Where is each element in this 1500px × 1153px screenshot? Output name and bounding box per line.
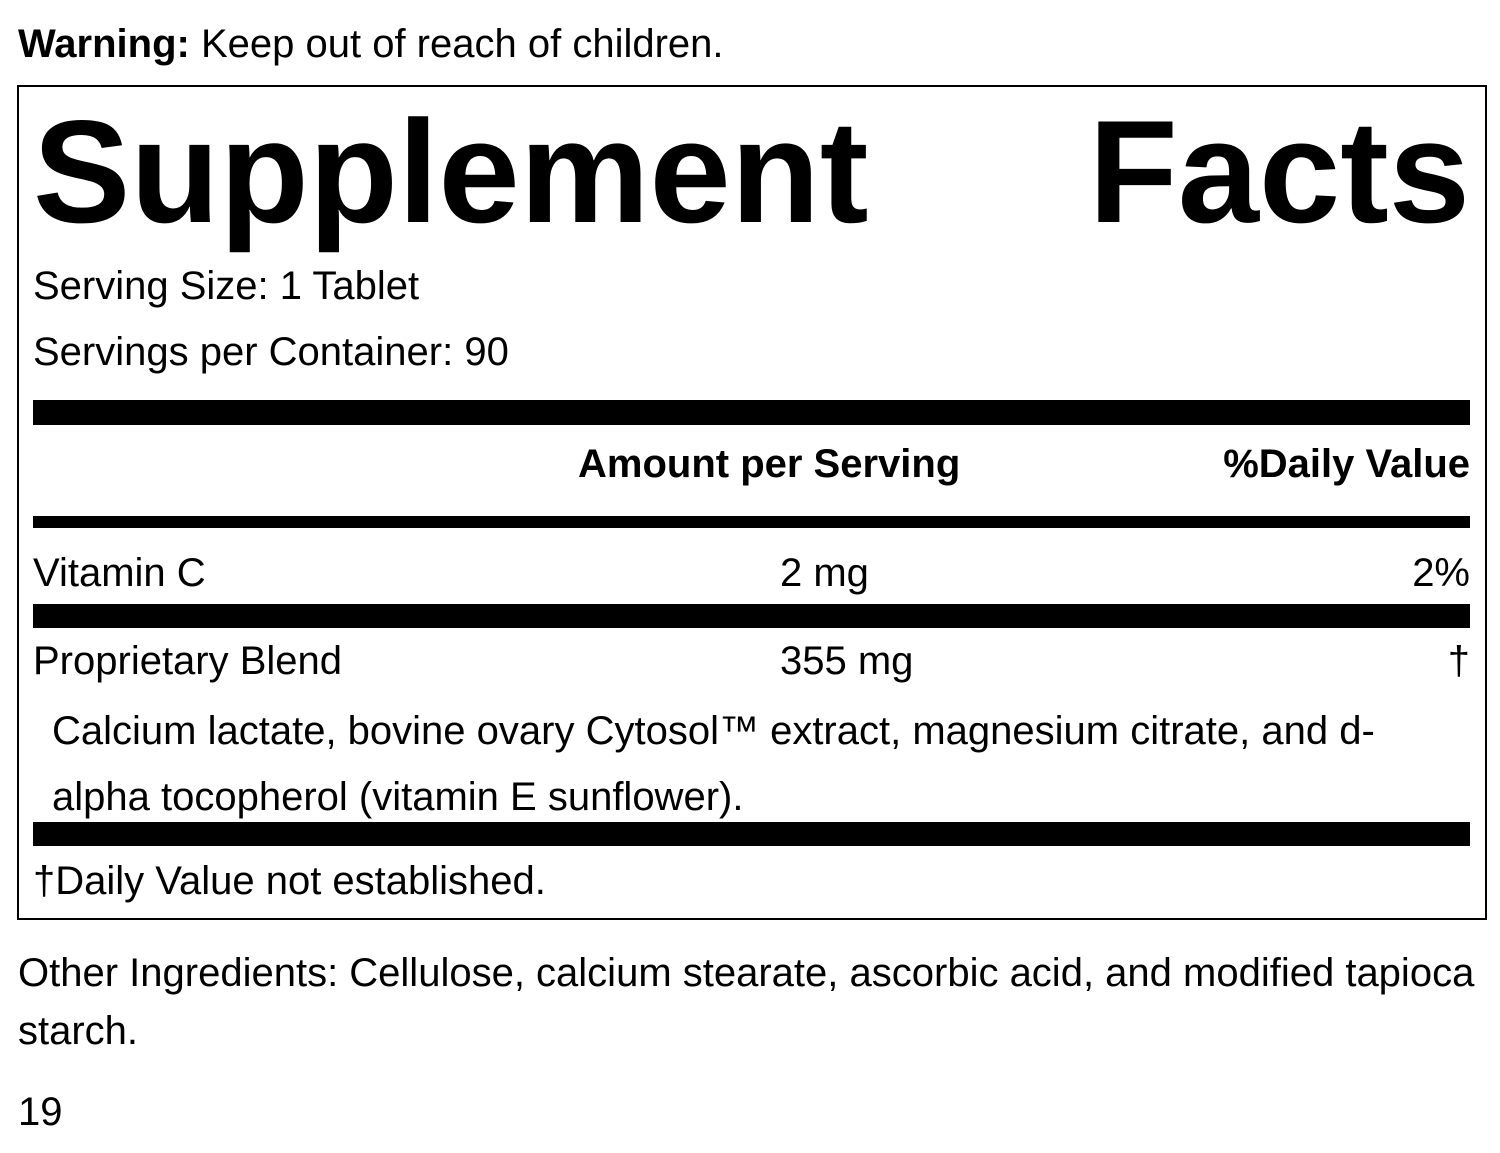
warning-label: Warning: [18, 22, 190, 66]
column-header: Amount per Serving [578, 442, 961, 486]
other-ingredients: Other Ingredients: Cellulose, calcium st… [18, 951, 1475, 1053]
warning-text: Keep out of reach of children. [200, 22, 724, 66]
page-number: 19 [18, 1090, 63, 1134]
thick-rule [33, 604, 1470, 628]
thick-rule [33, 400, 1470, 425]
warning: Warning: Keep out of reach of children. [18, 20, 724, 68]
blend-description: Calcium lactate, bovine ovary Cytosol™ e… [52, 709, 1375, 819]
nutrient-daily-value: 2% [1412, 551, 1470, 595]
servings-per-container: Servings per Container: 90 [33, 330, 509, 374]
nutrient-daily-value: † [1447, 639, 1470, 683]
footnote: †Daily Value not established. [33, 859, 546, 903]
nutrient-name: Vitamin C [33, 551, 206, 595]
nutrient-amount: 355 mg [780, 639, 914, 683]
panel-title: Supplement Facts [33, 90, 1470, 253]
thick-rule [33, 822, 1470, 846]
nutrient-amount: 2 mg [780, 551, 869, 595]
rule [33, 516, 1470, 528]
facts-panel [17, 85, 1487, 920]
column-header: %Daily Value [1223, 442, 1470, 486]
serving-size: Serving Size: 1 Tablet [33, 264, 420, 308]
nutrient-name: Proprietary Blend [33, 639, 343, 683]
